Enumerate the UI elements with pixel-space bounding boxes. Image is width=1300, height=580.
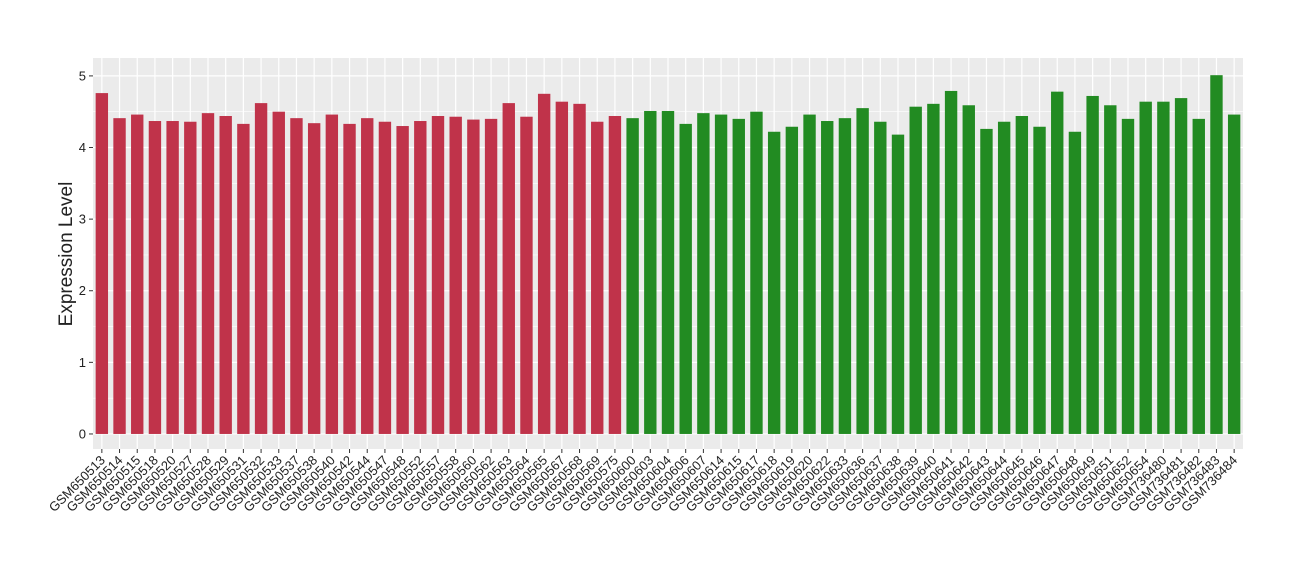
bar — [1104, 105, 1117, 434]
bar — [661, 110, 675, 434]
bar — [343, 123, 356, 434]
bar — [555, 101, 569, 434]
bar — [431, 116, 445, 434]
bar — [361, 118, 374, 434]
bar — [909, 106, 922, 434]
bar — [537, 93, 551, 434]
y-tick-label: 2 — [79, 283, 86, 298]
bar — [396, 126, 409, 434]
bar — [944, 90, 958, 434]
bar — [1210, 75, 1223, 434]
bar — [414, 121, 427, 434]
bar — [148, 121, 162, 434]
bar — [219, 116, 232, 434]
bar — [1227, 114, 1241, 434]
bar — [502, 103, 515, 434]
bar — [573, 103, 586, 434]
y-tick-label: 4 — [79, 140, 86, 155]
bar — [750, 111, 763, 434]
bar — [1086, 95, 1099, 434]
bar — [307, 123, 321, 434]
bar — [1157, 101, 1170, 434]
bar — [467, 119, 480, 434]
bar — [272, 111, 285, 434]
bar — [856, 108, 869, 434]
y-tick-label: 5 — [79, 68, 86, 83]
bar — [1015, 116, 1029, 434]
bar — [821, 121, 834, 434]
bar — [1192, 118, 1205, 434]
bar — [166, 121, 179, 434]
bar — [325, 114, 339, 434]
bar — [732, 118, 745, 434]
bar — [927, 103, 940, 434]
bar — [1051, 91, 1064, 434]
bar — [803, 114, 816, 434]
bar — [874, 121, 887, 434]
bar — [1121, 118, 1135, 434]
bar — [1139, 101, 1152, 434]
bar — [1033, 126, 1046, 434]
bar — [891, 134, 905, 434]
bar — [254, 103, 268, 434]
bar — [184, 121, 197, 434]
bar — [608, 116, 622, 434]
bar — [767, 131, 781, 434]
bar — [378, 121, 392, 434]
bar — [1174, 98, 1188, 434]
bar — [520, 116, 533, 434]
y-tick-label: 1 — [79, 355, 86, 370]
bar — [201, 113, 215, 434]
y-axis-title: Expression Level — [56, 182, 77, 327]
bar — [484, 118, 498, 434]
bar — [980, 128, 993, 434]
bar — [449, 116, 462, 434]
bar — [714, 114, 728, 434]
bar — [113, 118, 126, 434]
bar — [962, 105, 975, 434]
bar — [290, 118, 303, 434]
bar — [679, 123, 692, 434]
bar — [838, 118, 852, 434]
bar — [1068, 131, 1082, 434]
bar — [237, 123, 250, 434]
y-tick-label: 0 — [79, 426, 86, 441]
y-tick-label: 3 — [79, 212, 86, 227]
bar — [131, 114, 144, 434]
bar — [626, 118, 639, 434]
bar — [997, 121, 1011, 434]
bar — [697, 113, 710, 434]
bar — [785, 126, 799, 434]
bar — [591, 121, 604, 434]
bar — [95, 93, 109, 434]
bar — [644, 110, 657, 434]
